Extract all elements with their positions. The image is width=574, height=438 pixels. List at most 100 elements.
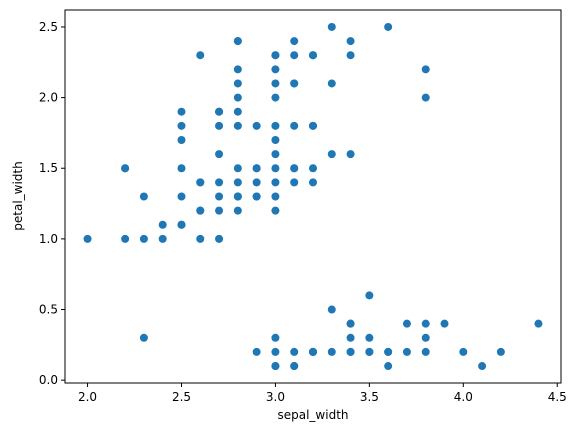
data-point	[196, 234, 205, 243]
data-point	[271, 121, 280, 130]
data-point	[233, 192, 242, 201]
data-point	[327, 347, 336, 356]
points-layer	[83, 22, 543, 371]
data-point	[158, 220, 167, 229]
data-point	[309, 178, 317, 187]
data-point	[346, 347, 355, 356]
data-point	[440, 319, 449, 328]
data-point	[158, 234, 167, 243]
data-point	[215, 121, 224, 130]
data-point	[233, 93, 242, 102]
data-point	[421, 347, 430, 356]
x-tick-label: 2.0	[78, 390, 97, 404]
data-point	[177, 220, 186, 229]
data-point	[233, 164, 242, 173]
data-point	[271, 135, 280, 144]
axes-frame	[64, 9, 562, 384]
data-point	[346, 333, 355, 342]
data-point	[196, 178, 205, 187]
y-tick-label: 1.0	[39, 232, 58, 246]
y-tick-label: 2.0	[39, 91, 58, 105]
data-point	[327, 79, 336, 88]
data-point	[177, 164, 186, 173]
data-point	[290, 347, 299, 356]
data-point	[384, 22, 393, 31]
data-point	[402, 319, 411, 328]
data-point	[365, 347, 374, 356]
data-point	[290, 51, 299, 60]
data-point	[534, 319, 543, 328]
data-point	[215, 234, 224, 243]
data-point	[271, 333, 280, 342]
y-axis-label: petal_width	[11, 161, 25, 230]
data-point	[121, 234, 130, 243]
data-point	[346, 51, 355, 60]
data-point	[290, 37, 299, 46]
data-point	[215, 150, 224, 159]
data-point	[365, 291, 374, 300]
data-point	[233, 121, 242, 130]
data-point	[252, 178, 261, 187]
y-tick-label: 0.5	[39, 303, 58, 317]
data-point	[309, 121, 317, 130]
data-point	[459, 347, 468, 356]
data-point	[139, 192, 148, 201]
data-point	[252, 121, 261, 130]
data-point	[233, 37, 242, 46]
data-point	[271, 192, 280, 201]
x-tick-label: 3.0	[266, 390, 285, 404]
data-point	[196, 206, 205, 215]
data-point	[309, 347, 317, 356]
data-point	[271, 206, 280, 215]
data-point	[215, 107, 224, 116]
data-point	[252, 192, 261, 201]
y-tick-label: 2.5	[39, 20, 58, 34]
data-point	[421, 65, 430, 74]
data-point	[384, 362, 393, 371]
data-point	[233, 206, 242, 215]
data-point	[215, 192, 224, 201]
data-point	[271, 164, 280, 173]
data-point	[139, 234, 148, 243]
data-point	[271, 178, 280, 187]
data-point	[271, 93, 280, 102]
data-point	[421, 93, 430, 102]
data-point	[421, 333, 430, 342]
data-point	[233, 107, 242, 116]
data-point	[478, 362, 487, 371]
data-point	[177, 107, 186, 116]
data-point	[365, 333, 374, 342]
data-point	[327, 150, 336, 159]
data-point	[271, 150, 280, 159]
x-tick-label: 2.5	[172, 390, 191, 404]
data-point	[327, 305, 336, 314]
data-point	[346, 150, 355, 159]
data-point	[384, 347, 393, 356]
data-point	[252, 164, 261, 173]
data-point	[496, 347, 505, 356]
x-tick-label: 3.5	[360, 390, 379, 404]
data-point	[177, 192, 186, 201]
x-tick-label: 4.0	[454, 390, 473, 404]
data-point	[139, 333, 148, 342]
data-point	[121, 164, 130, 173]
data-point	[290, 362, 299, 371]
data-point	[290, 79, 299, 88]
y-tick-label: 1.5	[39, 161, 58, 175]
data-point	[290, 164, 299, 173]
data-point	[233, 79, 242, 88]
axes-background	[65, 10, 561, 383]
data-point	[233, 178, 242, 187]
data-point	[233, 65, 242, 74]
data-point	[271, 65, 280, 74]
ticks-layer: 2.0 2.5 3.0 3.5 4.0 4.5 0.0 0.5 1.0 1.5 2.0 2.5	[39, 20, 567, 404]
data-point	[290, 121, 299, 130]
data-point	[327, 22, 336, 31]
data-point	[346, 319, 355, 328]
data-point	[215, 178, 224, 187]
y-tick-label: 0.0	[39, 373, 58, 387]
data-point	[215, 206, 224, 215]
data-point	[346, 37, 355, 46]
